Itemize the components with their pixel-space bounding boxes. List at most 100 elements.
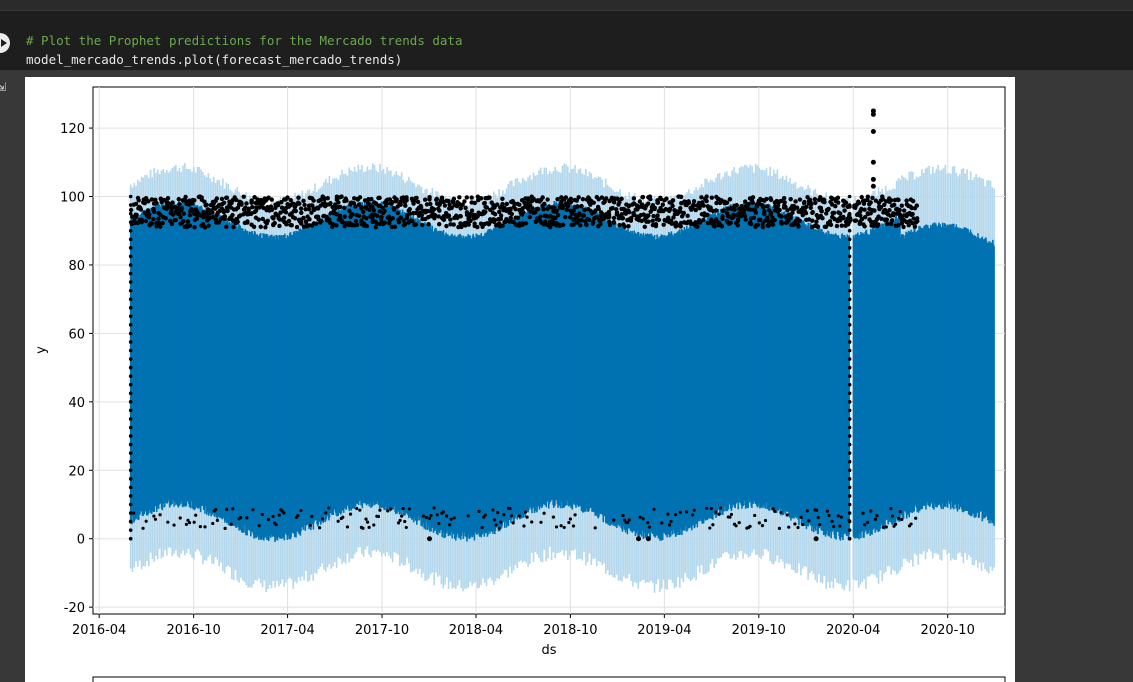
observed-point	[797, 218, 802, 223]
observed-point	[170, 200, 175, 205]
observed-point	[192, 520, 196, 524]
observed-point	[739, 203, 744, 209]
observed-point	[768, 197, 774, 203]
observed-point	[691, 513, 695, 517]
observed-point	[128, 468, 133, 473]
observed-point	[869, 509, 873, 513]
observed-point	[401, 195, 406, 200]
observed-point	[432, 212, 438, 218]
observed-point	[446, 198, 451, 204]
observed-point	[861, 511, 865, 515]
observed-point	[378, 508, 382, 512]
observed-point	[751, 215, 757, 220]
observed-point	[138, 205, 143, 211]
observed-point	[599, 195, 605, 200]
observed-point	[394, 197, 399, 202]
observed-point	[492, 212, 498, 217]
observed-point	[520, 210, 526, 215]
observed-point	[889, 507, 893, 511]
observed-point	[377, 209, 383, 214]
observed-point	[361, 526, 365, 530]
observed-point	[128, 459, 133, 464]
observed-point	[595, 204, 601, 210]
observed-point	[847, 536, 852, 541]
observed-point	[424, 202, 430, 207]
observed-point	[847, 211, 852, 216]
observed-point	[274, 523, 278, 527]
observed-point	[785, 513, 789, 517]
observed-point	[128, 417, 133, 421]
observed-point	[158, 212, 163, 218]
run-cell-button[interactable]	[0, 33, 10, 53]
observed-point	[128, 434, 133, 438]
observed-point	[810, 218, 815, 223]
observed-point	[835, 195, 841, 200]
output-icon[interactable]: ⇲	[0, 80, 7, 94]
observed-point	[859, 206, 864, 212]
observed-point	[548, 213, 553, 219]
observed-point	[128, 305, 133, 310]
observed-point	[362, 198, 368, 203]
observed-point	[647, 525, 651, 529]
observed-point	[492, 217, 498, 223]
observed-point	[897, 207, 902, 213]
observed-point	[875, 514, 879, 518]
observed-point	[698, 220, 703, 225]
observed-point	[691, 202, 696, 208]
observed-point	[899, 221, 905, 226]
observed-point	[617, 200, 622, 205]
observed-point	[178, 214, 183, 220]
observed-point	[396, 219, 402, 225]
observed-point	[484, 205, 489, 210]
observed-point	[735, 223, 741, 228]
observed-point	[429, 513, 433, 518]
observed-points	[128, 108, 920, 542]
observed-point	[347, 208, 352, 214]
observed-point	[255, 197, 260, 202]
observed-point	[847, 357, 852, 361]
observed-point	[793, 522, 797, 526]
observed-point	[836, 200, 841, 205]
observed-point	[413, 195, 419, 201]
observed-point	[179, 206, 185, 211]
outlier-point	[870, 183, 876, 189]
observed-point	[660, 521, 664, 525]
observed-point	[760, 224, 765, 230]
observed-point	[128, 391, 133, 396]
observed-point	[525, 206, 531, 211]
observed-point	[859, 194, 864, 200]
observed-point	[231, 507, 235, 511]
code-cell[interactable]: # Plot the Prophet predictions for the M…	[0, 11, 1133, 70]
observed-point	[281, 215, 287, 221]
observed-point	[847, 348, 852, 353]
observed-point	[779, 221, 785, 226]
y-axis: -20 0 20 40 60 80 100 120	[60, 122, 93, 616]
observed-point	[152, 514, 156, 518]
observed-point	[128, 485, 133, 490]
observed-point	[436, 214, 441, 219]
observed-point	[194, 513, 198, 517]
observed-point	[771, 507, 775, 511]
outlier-point	[870, 176, 876, 182]
observed-point	[483, 513, 487, 517]
observed-point	[128, 280, 133, 284]
observed-point	[432, 506, 436, 510]
observed-point	[236, 214, 242, 219]
observed-point	[253, 208, 259, 213]
observed-point	[721, 208, 726, 213]
observed-point	[198, 525, 202, 529]
observed-point	[728, 515, 732, 519]
observed-point	[847, 254, 852, 259]
observed-point	[284, 222, 289, 227]
observed-point	[289, 223, 294, 228]
observed-point	[128, 451, 133, 455]
x-tick-label: 2017-10	[355, 623, 409, 638]
observed-point	[866, 520, 870, 524]
observed-point	[671, 215, 676, 220]
observed-point	[190, 201, 195, 206]
observed-point	[584, 222, 589, 228]
observed-point	[640, 195, 645, 200]
observed-point	[409, 218, 415, 224]
observed-point	[185, 219, 191, 224]
observed-point	[342, 214, 347, 219]
